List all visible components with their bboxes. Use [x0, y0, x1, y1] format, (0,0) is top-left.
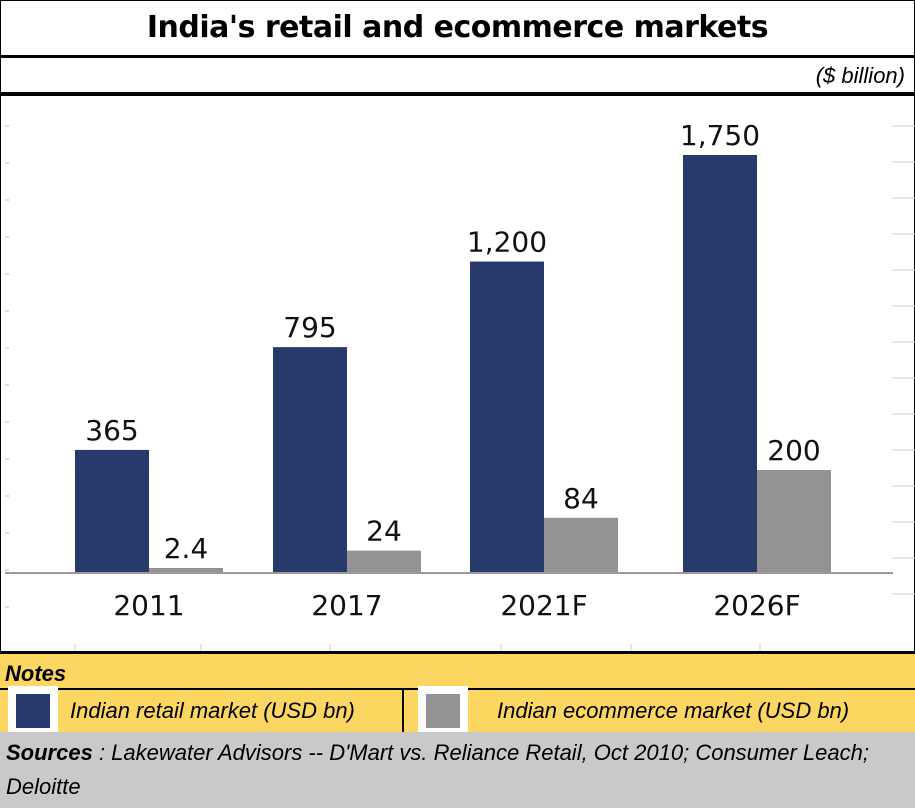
data-label-retail: 1,200 — [467, 226, 547, 259]
bar-retail — [75, 449, 149, 573]
legend-swatch-box-ecommerce — [418, 686, 468, 736]
bar-chart: 365 2.4 2011 795 24 2017 1,200 84 2021F 1,750 200 2… — [5, 88, 915, 651]
legend-label-ecommerce: Indian ecommerce market (USD bn) — [497, 698, 850, 723]
legend: Indian retail market (USD bn) Indian eco… — [0, 686, 915, 736]
data-label-ecommerce: 84 — [563, 482, 599, 515]
x-tick-label: 2021F — [500, 589, 587, 622]
legend-divider — [402, 690, 404, 732]
notes-label: Notes — [0, 651, 915, 688]
plot-area: 365 2.4 2011 795 24 2017 1,200 84 2021F 1,750 200 2… — [5, 88, 915, 651]
x-tick-label: 2017 — [311, 589, 382, 622]
bar-ecommerce — [544, 517, 618, 573]
x-tick-label: 2026F — [713, 589, 800, 622]
bar-ecommerce — [757, 470, 831, 573]
bar-retail — [273, 347, 347, 573]
data-label-retail: 795 — [283, 311, 336, 344]
bar-ecommerce — [347, 550, 421, 573]
data-label-ecommerce: 24 — [366, 515, 402, 548]
bar-retail — [683, 155, 757, 573]
chart-title: India's retail and ecommerce markets — [0, 0, 915, 58]
legend-swatch-retail — [16, 694, 50, 728]
data-label-ecommerce: 200 — [767, 434, 820, 467]
legend-swatch-box-retail — [8, 686, 58, 736]
data-label-retail: 1,750 — [680, 119, 760, 152]
legend-label-retail: Indian retail market (USD bn) — [70, 698, 355, 723]
legend-swatch-ecommerce — [426, 694, 460, 728]
bar-retail — [470, 261, 544, 573]
bar-ecommerce — [149, 568, 223, 573]
x-tick-label: 2011 — [113, 589, 184, 622]
data-label-retail: 365 — [85, 414, 138, 447]
data-label-ecommerce: 2.4 — [164, 532, 209, 565]
unit-label: ($ billion) — [0, 58, 915, 96]
sources-note: Sources : Lakewater Advisors -- D'Mart v… — [0, 732, 915, 808]
sources-label: Sources — [6, 740, 93, 765]
sources-text: : Lakewater Advisors -- D'Mart vs. Relia… — [6, 740, 869, 799]
